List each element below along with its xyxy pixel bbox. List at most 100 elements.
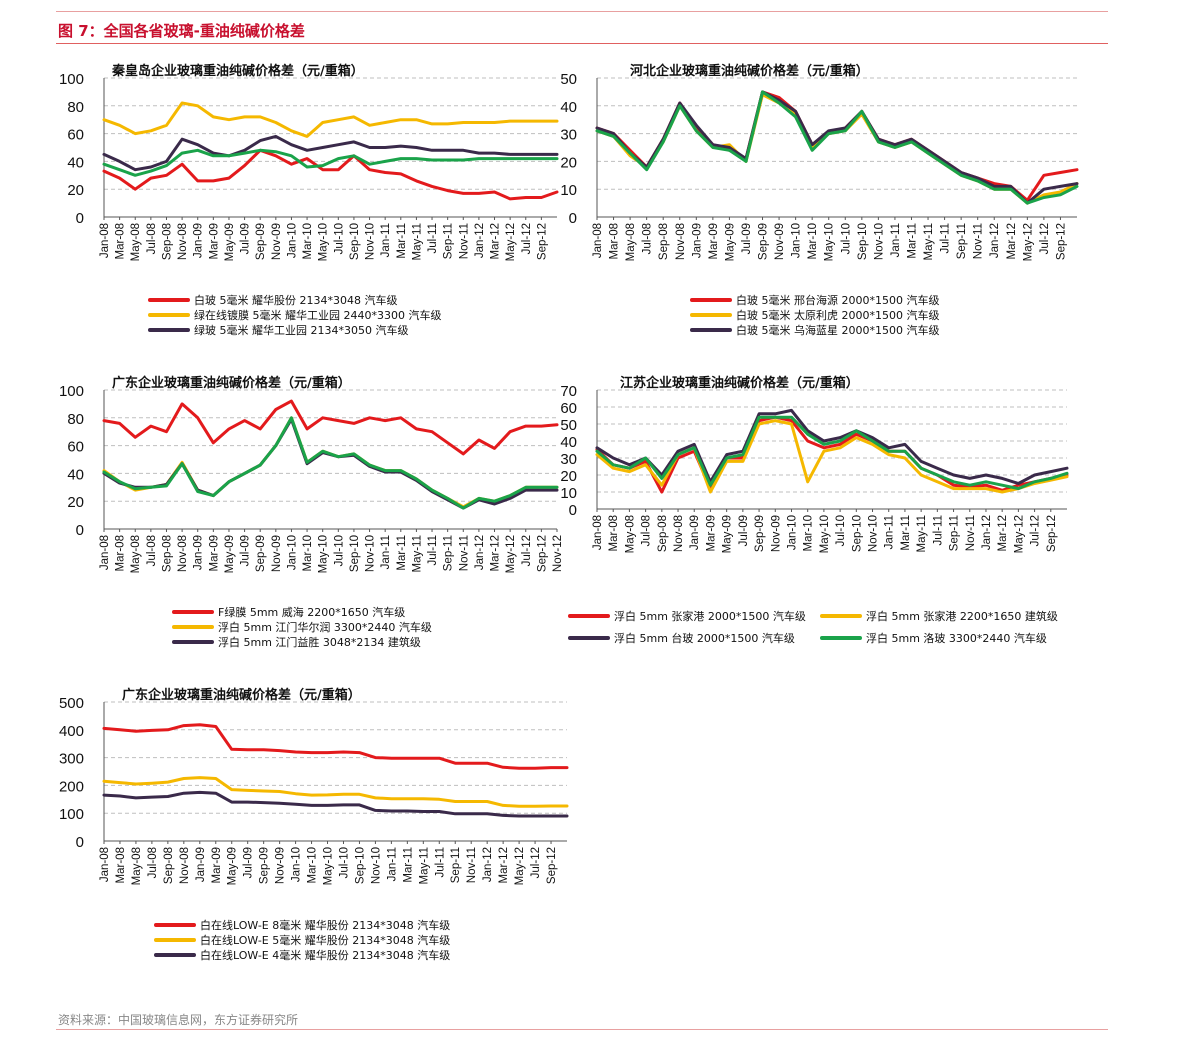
x-tick-label: Jan-10 xyxy=(286,535,298,570)
x-tick-label: May-12 xyxy=(505,223,517,261)
x-tick-label: Sep-10 xyxy=(354,847,366,884)
legend-label: 白玻 5毫米 太原利虎 2000*1500 汽车级 xyxy=(736,309,940,322)
legend-label: 浮白 5mm 张家港 2200*1650 建筑级 xyxy=(866,610,1058,623)
legend-item: 白玻 5毫米 乌海蓝星 2000*1500 汽车级 xyxy=(690,322,939,338)
x-tick-label: Jan-09 xyxy=(195,847,207,882)
x-tick-label: Jul-12 xyxy=(521,223,533,254)
x-tick-label: May-10 xyxy=(824,223,836,261)
y-tick-label: 100 xyxy=(59,71,84,88)
x-tick-label: Nov-11 xyxy=(973,223,985,259)
y-tick-label: 100 xyxy=(59,383,84,400)
y-tick-label: 500 xyxy=(59,695,84,712)
series-line xyxy=(102,148,559,201)
x-tick-label: Nov-09 xyxy=(774,223,786,260)
series-line xyxy=(102,399,559,456)
x-tick-label: Jul-09 xyxy=(240,223,252,254)
y-tick-label: 20 xyxy=(560,468,577,485)
x-tick-label: Jan-10 xyxy=(291,847,303,882)
x-tick-label: Mar-09 xyxy=(208,535,220,571)
x-tick-label: Nov-09 xyxy=(275,847,287,884)
x-tick-label: Mar-11 xyxy=(396,535,408,571)
y-tick-label: 70 xyxy=(560,383,577,400)
x-tick-label: Nov-08 xyxy=(673,515,685,552)
x-tick-label: Jan-08 xyxy=(592,223,604,258)
y-tick-label: 50 xyxy=(560,71,577,88)
y-tick-label: 80 xyxy=(67,99,84,116)
legend-item: F绿膜 5mm 威海 2200*1650 汽车级 xyxy=(172,604,405,620)
x-tick-label: Jan-10 xyxy=(791,223,803,258)
x-tick-label: Sep-11 xyxy=(949,515,961,551)
x-tick-label: May-09 xyxy=(224,535,236,573)
x-tick-label: Mar-11 xyxy=(402,847,414,883)
y-tick-label: 60 xyxy=(560,400,577,417)
series-line xyxy=(102,101,559,138)
legend-item: 白在线LOW-E 4毫米 耀华股份 2134*3048 汽车级 xyxy=(154,947,450,963)
x-tick-label: Mar-08 xyxy=(115,535,127,571)
y-tick-label: 0 xyxy=(76,522,84,539)
legend-swatch xyxy=(568,614,610,618)
x-tick-label: May-10 xyxy=(318,223,330,261)
legend-swatch xyxy=(690,328,732,332)
x-tick-label: Nov-11 xyxy=(458,535,470,571)
x-tick-label: Jan-12 xyxy=(989,223,1001,258)
x-tick-label: Jul-08 xyxy=(147,847,159,878)
x-tick-label: Jan-11 xyxy=(386,847,398,881)
series-line xyxy=(595,415,1069,491)
x-tick-label: Jul-11 xyxy=(427,223,439,253)
x-tick-label: Sep-10 xyxy=(349,535,361,572)
x-tick-label: Jul-08 xyxy=(146,535,158,566)
x-tick-label: Jan-08 xyxy=(99,847,111,882)
x-tick-label: Sep-11 xyxy=(450,847,462,883)
x-tick-label: May-11 xyxy=(923,223,935,261)
x-tick-label: Jan-09 xyxy=(193,535,205,570)
y-tick-label: 60 xyxy=(67,439,84,456)
x-tick-label: Jan-12 xyxy=(474,535,486,570)
y-tick-label: 0 xyxy=(569,210,577,227)
source-note: 资料来源：中国玻璃信息网，东方证券研究所 xyxy=(58,1013,299,1027)
top-rule xyxy=(56,11,1108,12)
x-tick-label: Jan-12 xyxy=(981,515,993,550)
x-tick-label: Mar-12 xyxy=(498,847,510,883)
x-tick-label: Sep-09 xyxy=(255,535,267,572)
x-tick-label: May-11 xyxy=(411,535,423,573)
x-tick-label: Jul-10 xyxy=(835,515,847,546)
legend-item: 浮白 5mm 台玻 2000*1500 汽车级 xyxy=(568,630,795,646)
x-tick-label: Sep-10 xyxy=(851,515,863,552)
y-tick-label: 20 xyxy=(560,154,577,171)
y-tick-label: 60 xyxy=(67,127,84,144)
series-line xyxy=(102,148,559,177)
x-tick-label: Jul-10 xyxy=(338,847,350,878)
x-tick-label: Nov-09 xyxy=(271,223,283,260)
x-tick-label: Nov-11 xyxy=(965,515,977,551)
x-tick-label: Mar-10 xyxy=(302,535,314,571)
x-tick-label: May-12 xyxy=(514,847,526,885)
x-tick-label: Sep-11 xyxy=(956,223,968,259)
x-tick-label: Sep-08 xyxy=(163,847,175,884)
x-tick-label: Jul-11 xyxy=(932,515,944,545)
x-tick-label: Jul-10 xyxy=(333,535,345,566)
x-tick-label: Jul-11 xyxy=(427,535,439,565)
legend-swatch xyxy=(172,625,214,629)
x-tick-label: Mar-12 xyxy=(997,515,1009,551)
chart-title: 广东企业玻璃重油纯碱价格差（元/重箱） xyxy=(122,688,361,703)
x-tick-label: May-08 xyxy=(130,223,142,261)
x-tick-label: Mar-10 xyxy=(807,223,819,259)
series-line xyxy=(595,90,1079,205)
x-tick-label: May-09 xyxy=(722,515,734,553)
x-tick-label: Jul-10 xyxy=(333,223,345,254)
chart-title: 江苏企业玻璃重油纯碱价格差（元/重箱） xyxy=(620,376,859,391)
x-tick-label: Mar-08 xyxy=(115,223,127,259)
y-tick-label: 400 xyxy=(59,723,84,740)
y-tick-label: 80 xyxy=(67,411,84,428)
x-tick-label: May-12 xyxy=(505,535,517,573)
legend-swatch xyxy=(820,636,862,640)
legend-label: 白在线LOW-E 8毫米 耀华股份 2134*3048 汽车级 xyxy=(200,919,451,932)
y-tick-label: 0 xyxy=(76,210,84,227)
x-tick-label: Sep-08 xyxy=(657,515,669,552)
x-tick-label: Sep-08 xyxy=(161,223,173,260)
x-tick-label: May-11 xyxy=(418,847,430,885)
x-tick-label: Jul-09 xyxy=(738,515,750,546)
y-tick-label: 300 xyxy=(59,751,84,768)
